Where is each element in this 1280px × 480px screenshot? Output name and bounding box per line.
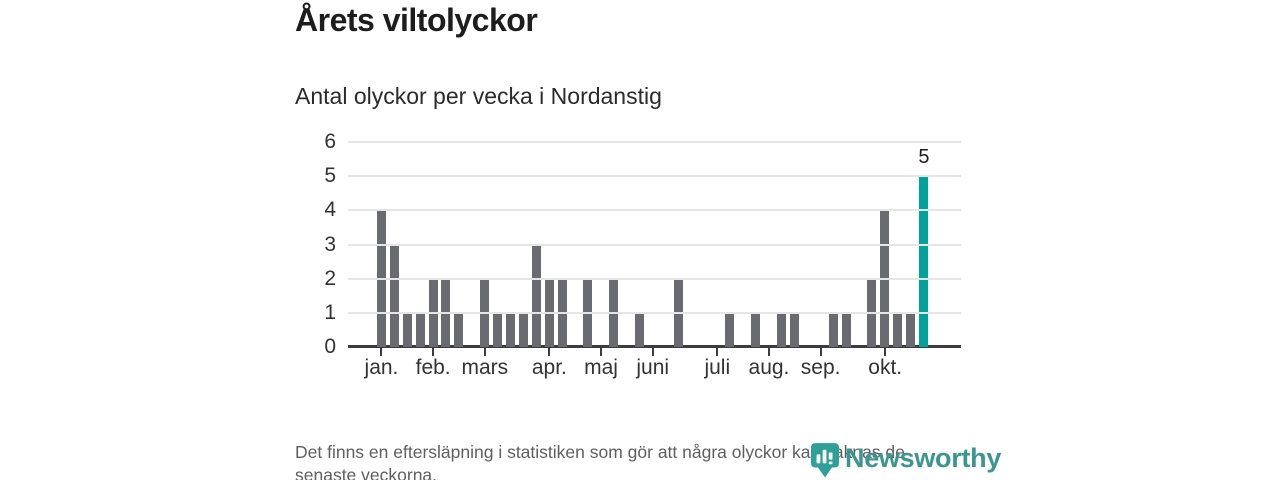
bar-week-10 bbox=[493, 312, 503, 347]
x-tick-apr bbox=[548, 348, 551, 356]
chart-subtitle: Antal olyckor per vecka i Nordanstig bbox=[295, 83, 662, 109]
bar-slot-week-37 bbox=[840, 142, 853, 347]
bar-week-13 bbox=[531, 244, 541, 347]
newsworthy-logo: Newsworthy bbox=[810, 442, 1001, 480]
bar-slot-week-4 bbox=[414, 142, 427, 347]
bar-week-30 bbox=[751, 312, 761, 347]
bar-week-43 bbox=[919, 176, 929, 347]
x-tick-mars bbox=[483, 348, 486, 356]
x-axis-label-okt: okt. bbox=[868, 356, 903, 379]
x-axis-label-juli: juli bbox=[704, 356, 731, 379]
newsworthy-logo-text: Newsworthy bbox=[845, 443, 1002, 473]
bar-slot-week-28 bbox=[723, 142, 736, 347]
x-axis-label-feb: feb. bbox=[415, 356, 451, 379]
x-axis-label-jan: jan. bbox=[364, 356, 399, 379]
gridline-y6 bbox=[348, 141, 961, 143]
y-axis-label-4: 4 bbox=[324, 198, 336, 222]
chart-title: Årets viltolyckor bbox=[295, 2, 538, 38]
gridline-y5 bbox=[348, 175, 961, 178]
y-axis-label-0: 0 bbox=[324, 335, 336, 359]
x-axis-label-juni: juni bbox=[636, 356, 670, 379]
x-axis-label-maj: maj bbox=[584, 356, 618, 379]
bar-slot-week-3 bbox=[401, 142, 414, 347]
bar-week-32 bbox=[777, 312, 787, 347]
x-axis-label-sep: sep. bbox=[800, 356, 841, 379]
gridline-y2 bbox=[348, 277, 961, 280]
bar-week-2 bbox=[389, 244, 399, 347]
gridline-y4 bbox=[348, 209, 961, 212]
x-axis-baseline bbox=[348, 345, 961, 348]
x-axis-label-aug: aug. bbox=[748, 356, 790, 379]
x-tick-juli bbox=[716, 348, 719, 356]
bar-week-37 bbox=[841, 312, 851, 347]
bar-slot-week-43 bbox=[917, 142, 930, 347]
bar-chart-plot-area: jan. feb. mars apr. maj juni juli aug. sep. okt. 5 bbox=[348, 141, 961, 379]
newsworthy-barchart-pin-icon bbox=[810, 442, 840, 480]
bar-slot-week-36 bbox=[827, 142, 840, 347]
bar-week-4 bbox=[415, 312, 425, 347]
bar-week-33 bbox=[789, 312, 799, 347]
bar-slot-week-7 bbox=[452, 142, 465, 347]
bar-slot-week-32 bbox=[775, 142, 788, 347]
bar-week-36 bbox=[828, 312, 838, 347]
bar-week-28 bbox=[725, 312, 735, 347]
x-tick-juni bbox=[651, 348, 654, 356]
bar-week-12 bbox=[518, 312, 528, 347]
y-axis-label-1: 1 bbox=[324, 300, 336, 324]
y-axis-label-2: 2 bbox=[324, 266, 336, 290]
footnote-line-1: Det finns en eftersläpning i statistiken… bbox=[295, 442, 905, 462]
bar-week-21 bbox=[635, 312, 645, 347]
bar-week-42 bbox=[906, 312, 916, 347]
chart-footnote: Det finns en eftersläpning i statistiken… bbox=[295, 441, 905, 480]
x-tick-maj bbox=[600, 348, 603, 356]
y-axis-label-6: 6 bbox=[324, 130, 336, 154]
bar-slot-week-2 bbox=[388, 142, 401, 347]
x-tick-jan bbox=[380, 348, 383, 356]
bar-week-3 bbox=[402, 312, 412, 347]
x-tick-aug bbox=[767, 348, 770, 356]
bar-slot-week-13 bbox=[530, 142, 543, 347]
y-axis-label-3: 3 bbox=[324, 232, 336, 256]
highlight-value-label: 5 bbox=[918, 146, 930, 169]
bar-week-11 bbox=[506, 312, 516, 347]
bar-slot-week-42 bbox=[904, 142, 917, 347]
footnote-line-2: senaste veckorna. bbox=[295, 465, 438, 480]
y-axis-label-5: 5 bbox=[324, 164, 336, 188]
x-tick-sep bbox=[819, 348, 822, 356]
x-tick-okt bbox=[884, 348, 887, 356]
bar-slot-week-12 bbox=[517, 142, 530, 347]
x-axis-label-apr: apr. bbox=[531, 356, 567, 379]
bar-slot-week-11 bbox=[504, 142, 517, 347]
bar-slot-week-33 bbox=[788, 142, 801, 347]
gridline-y1 bbox=[348, 311, 961, 314]
x-axis-label-mars: mars bbox=[461, 356, 509, 379]
bar-slot-week-10 bbox=[491, 142, 504, 347]
x-tick-feb bbox=[432, 348, 435, 356]
bar-slot-week-21 bbox=[633, 142, 646, 347]
gridline-y3 bbox=[348, 243, 961, 246]
y-axis: 0 1 2 3 4 5 6 bbox=[280, 131, 336, 357]
bar-slot-week-30 bbox=[749, 142, 762, 347]
bar-week-41 bbox=[893, 312, 903, 347]
bar-slot-week-41 bbox=[891, 142, 904, 347]
bar-week-7 bbox=[454, 312, 464, 347]
